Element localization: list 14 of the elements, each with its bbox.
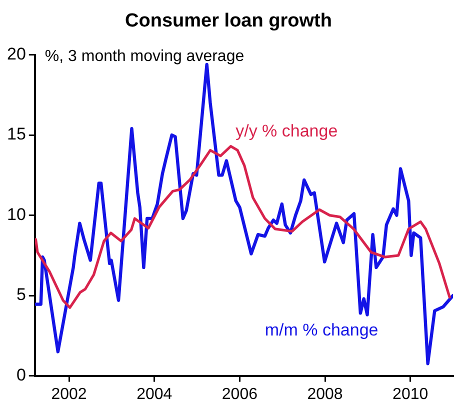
y-axis-title: %, 3 month moving average xyxy=(44,48,244,66)
y-tick-label: 15 xyxy=(6,124,26,144)
y-tick-label: 0 xyxy=(16,365,26,384)
y-tick-label: 10 xyxy=(6,204,26,224)
series-label: y/y % change xyxy=(236,122,338,141)
series-label: m/m % change xyxy=(264,320,378,340)
y-tick-label: 5 xyxy=(16,285,26,304)
y-tick-label: 20 xyxy=(6,44,26,64)
x-tick-label: 2002 xyxy=(51,386,87,403)
x-tick-label: 2004 xyxy=(136,386,172,403)
x-tick-label: 2006 xyxy=(222,386,258,403)
x-tick-label: 2008 xyxy=(307,386,343,403)
chart-title: Consumer loan growth xyxy=(125,10,332,32)
x-tick-label: 2010 xyxy=(392,386,428,403)
